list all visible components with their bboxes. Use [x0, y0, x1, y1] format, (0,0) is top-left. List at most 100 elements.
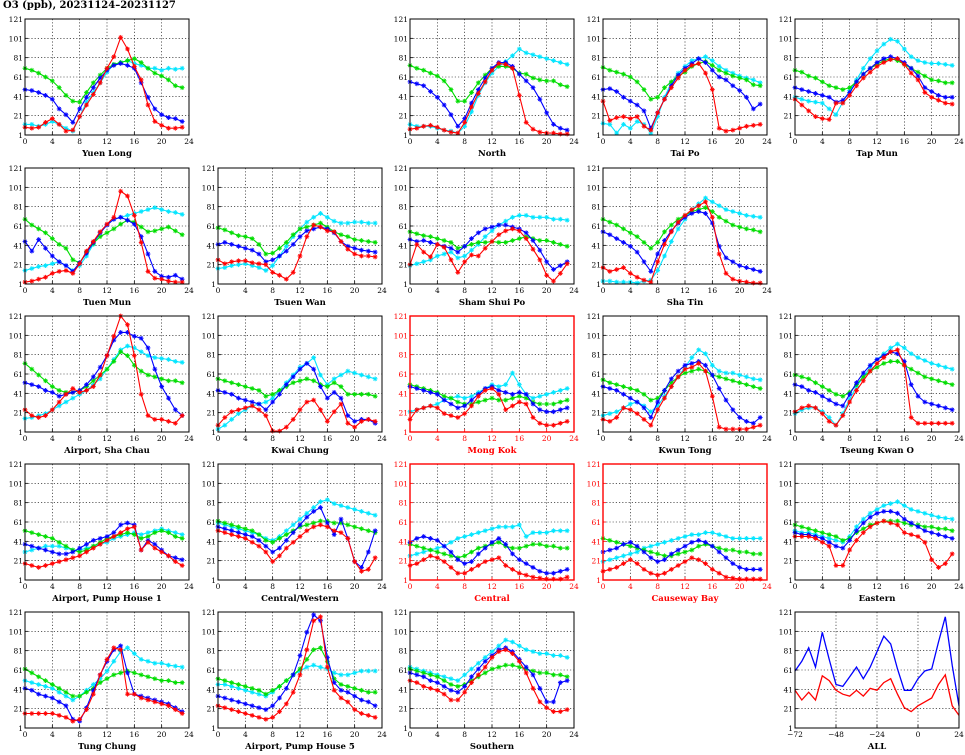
- data-point: [462, 684, 468, 689]
- data-point: [304, 219, 310, 225]
- data-point: [737, 75, 743, 81]
- x-tick-label: 4: [243, 582, 248, 591]
- data-point: [544, 78, 550, 84]
- series-group: [792, 499, 955, 570]
- data-point: [104, 366, 110, 372]
- data-point: [510, 566, 515, 572]
- data-point: [682, 67, 688, 73]
- data-point: [530, 214, 536, 220]
- data-point: [826, 543, 832, 549]
- data-point: [414, 125, 420, 131]
- data-point: [372, 418, 378, 424]
- data-point: [627, 74, 633, 80]
- x-tick-label: 16: [708, 434, 718, 443]
- data-point: [489, 526, 495, 532]
- data-point: [648, 422, 654, 428]
- data-point: [888, 501, 894, 507]
- data-point: [489, 557, 495, 563]
- data-point: [482, 559, 488, 565]
- data-point: [36, 226, 42, 232]
- station-label: Tuen Mun: [83, 298, 131, 308]
- data-point: [172, 359, 178, 364]
- data-point: [668, 566, 674, 572]
- station-label: Central: [474, 594, 510, 604]
- data-point: [544, 401, 550, 407]
- data-point: [338, 220, 344, 226]
- y-tick-label: 21: [591, 409, 601, 418]
- y-tick-label: 121: [587, 164, 601, 173]
- y-tick-label: 81: [783, 499, 793, 508]
- data-point: [236, 382, 241, 388]
- data-point: [874, 520, 880, 526]
- x-tick-label: 20: [157, 434, 167, 443]
- data-point: [43, 534, 48, 539]
- y-tick-label: 41: [398, 537, 408, 546]
- data-point: [434, 241, 440, 247]
- x-tick-label: 4: [435, 582, 440, 591]
- data-point: [750, 576, 756, 582]
- data-point: [482, 670, 488, 676]
- data-point: [757, 121, 763, 127]
- data-point: [641, 405, 647, 411]
- data-point: [152, 70, 158, 76]
- data-point: [43, 378, 48, 384]
- y-tick-label: 21: [398, 705, 408, 714]
- data-point: [826, 106, 832, 112]
- data-point: [942, 94, 948, 100]
- data-point: [648, 555, 654, 561]
- data-point: [648, 245, 654, 251]
- data-point: [49, 270, 55, 276]
- data-point: [434, 674, 440, 680]
- data-point: [434, 555, 440, 561]
- y-tick-label: 121: [202, 460, 216, 469]
- data-point: [523, 561, 529, 566]
- data-point: [324, 664, 330, 670]
- data-point: [90, 378, 96, 384]
- data-point: [551, 389, 556, 395]
- x-tick-label: 16: [323, 434, 333, 443]
- data-point: [283, 532, 289, 537]
- station-label: Airport, Pump House 5: [244, 742, 355, 752]
- data-point: [703, 351, 708, 357]
- y-tick-label: 101: [779, 479, 793, 488]
- y-tick-label: 101: [779, 34, 793, 43]
- y-tick-label: 41: [783, 685, 793, 694]
- data-point: [49, 96, 55, 102]
- data-point: [689, 555, 695, 561]
- data-point: [304, 376, 310, 382]
- data-point: [655, 110, 661, 116]
- data-point: [744, 226, 749, 232]
- data-point: [441, 102, 447, 108]
- data-point: [936, 378, 941, 384]
- y-tick-label: 121: [394, 460, 408, 469]
- y-tick-label: 61: [398, 518, 408, 527]
- data-point: [682, 559, 688, 565]
- data-point: [895, 510, 900, 516]
- data-point: [516, 557, 522, 563]
- data-point: [118, 330, 124, 335]
- data-point: [757, 229, 763, 235]
- data-point: [159, 356, 165, 361]
- data-point: [648, 543, 654, 549]
- data-point: [929, 89, 935, 94]
- data-point: [104, 353, 110, 359]
- data-point: [421, 238, 427, 243]
- x-tick-label: 16: [708, 582, 718, 591]
- data-point: [716, 251, 722, 257]
- data-point: [806, 98, 812, 104]
- data-point: [455, 536, 461, 541]
- data-point: [270, 559, 276, 565]
- data-point: [36, 124, 42, 130]
- data-point: [111, 645, 117, 651]
- data-point: [49, 711, 55, 716]
- data-point: [510, 403, 515, 409]
- y-tick-label: 21: [398, 557, 408, 566]
- data-point: [922, 374, 928, 380]
- data-point: [503, 407, 509, 413]
- data-point: [229, 417, 235, 422]
- data-point: [503, 662, 509, 668]
- x-tick-label: 8: [462, 434, 467, 443]
- data-point: [43, 92, 48, 98]
